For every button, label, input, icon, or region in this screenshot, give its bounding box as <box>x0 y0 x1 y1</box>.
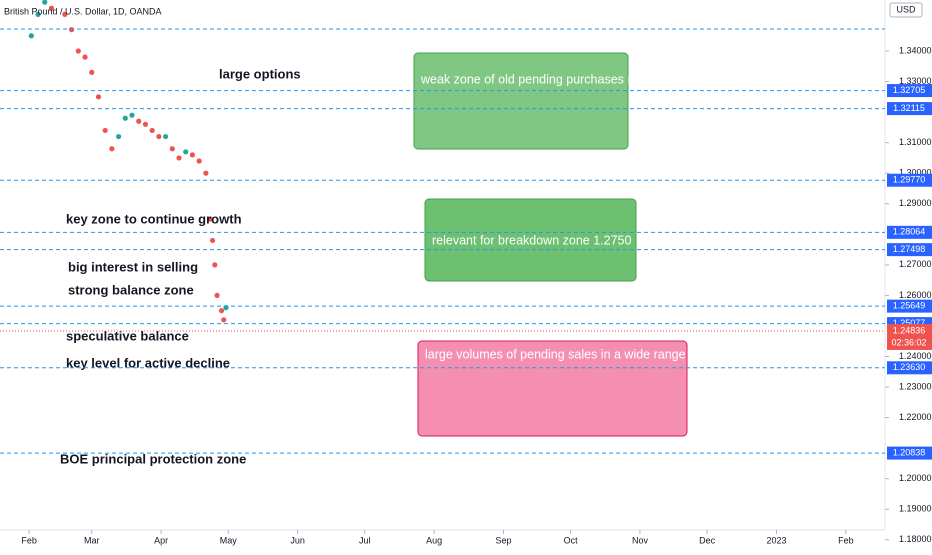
annotation: speculative balance <box>66 328 189 343</box>
level-label: 1.20838 <box>893 447 926 457</box>
price-dot <box>156 133 162 140</box>
price-dot <box>203 170 209 176</box>
level-badge <box>887 102 932 116</box>
price-label: 1.24836 <box>893 325 926 335</box>
price-dot <box>136 118 142 124</box>
x-tick-label: Apr <box>154 535 168 545</box>
level-badge <box>887 225 932 239</box>
price-dot <box>82 54 88 60</box>
x-tick-label: May <box>220 535 238 545</box>
price-dot <box>129 112 135 118</box>
level-label: 1.27498 <box>893 244 926 254</box>
level-badge <box>887 361 932 375</box>
annotation: big interest in selling <box>68 259 198 274</box>
price-dot <box>89 69 95 75</box>
zone-box <box>424 198 637 282</box>
annotation: strong balance zone <box>68 282 194 297</box>
currency-badge <box>889 2 923 18</box>
level-badge <box>887 173 932 187</box>
plot <box>28 0 229 323</box>
x-tick-label: Oct <box>564 535 579 545</box>
price-dot <box>62 11 68 17</box>
price-dot <box>69 27 75 33</box>
level-label: 1.28064 <box>893 227 926 237</box>
price-dot <box>212 262 218 268</box>
price-dot <box>149 127 155 134</box>
price-dot <box>102 127 108 134</box>
price-dot <box>115 133 122 140</box>
zone-box <box>413 52 629 150</box>
price-dot <box>221 317 227 323</box>
level-label: 1.29770 <box>893 175 926 185</box>
price-dot <box>207 216 213 222</box>
y-tick-label: 1.24000 <box>899 351 932 361</box>
price-dot <box>196 158 202 164</box>
countdown: 02:36:02 <box>891 337 926 347</box>
box-text: large volumes of pending sales in a wide… <box>425 347 686 361</box>
annotation: key zone to continue growth <box>66 211 242 226</box>
price-badge <box>887 323 932 350</box>
y-tick-label: 1.30000 <box>899 168 932 178</box>
level-badge <box>887 84 932 98</box>
y-tick-label: 1.27000 <box>899 259 932 269</box>
y-tick-label: 1.20000 <box>899 473 932 483</box>
price-dot <box>214 292 220 298</box>
price-dot <box>218 308 225 314</box>
level-label: 1.23630 <box>893 362 926 372</box>
price-dot <box>95 94 102 100</box>
price-dot <box>162 133 169 140</box>
price-dot <box>109 146 115 152</box>
annotation: large options <box>219 66 301 81</box>
x-tick-label: Jul <box>359 535 371 545</box>
price-dot <box>75 48 81 54</box>
price-dot <box>183 149 189 155</box>
x-tick-label: Feb <box>21 535 37 545</box>
zone-box <box>417 340 688 437</box>
price-dot <box>142 121 149 127</box>
y-tick-label: 1.31000 <box>899 137 932 147</box>
y-tick-label: 1.23000 <box>899 381 932 391</box>
y-tick-label: 1.29000 <box>899 198 932 208</box>
price-dot <box>42 0 48 5</box>
currency-label: USD <box>896 4 916 14</box>
annotation: BOE principal protection zone <box>60 451 246 466</box>
price-dot <box>122 115 128 121</box>
x-tick-label: Dec <box>699 535 716 545</box>
level-label: 1.32115 <box>893 103 925 113</box>
symbol-title: British Pound / U.S. Dollar, 1D, OANDA <box>4 6 162 16</box>
x-tick-label: Jun <box>290 535 305 545</box>
price-dot <box>189 152 196 158</box>
level-label: 1.32705 <box>893 85 926 95</box>
x-tick-label: Sep <box>495 535 511 545</box>
price-dot <box>35 11 41 17</box>
price-dot <box>209 237 216 244</box>
x-tick-label: Aug <box>426 535 442 545</box>
x-tick-label: Mar <box>84 535 100 545</box>
box-text: relevant for breakdown zone 1.2750 <box>432 233 631 247</box>
level-badge <box>887 446 932 460</box>
price-dot <box>169 146 175 152</box>
x-tick-label: Nov <box>632 535 649 545</box>
y-tick-label: 1.34000 <box>899 45 932 55</box>
y-tick-label: 1.26000 <box>899 290 932 300</box>
y-tick-label: 1.33000 <box>899 76 932 86</box>
x-tick-label: Feb <box>838 535 854 545</box>
annotation: key level for active decline <box>66 355 230 370</box>
y-tick-label: 1.18000 <box>899 534 932 544</box>
level-badge <box>887 243 932 257</box>
price-dot <box>48 5 55 11</box>
price-dot <box>176 155 182 161</box>
level-badge <box>887 299 932 313</box>
y-tick-label: 1.22000 <box>899 412 932 422</box>
x-tick-label: 2023 <box>766 535 786 545</box>
level-label: 1.25077 <box>893 318 926 328</box>
level-label: 1.25649 <box>893 300 926 310</box>
y-tick-label: 1.19000 <box>899 504 932 514</box>
price-dot <box>28 33 34 39</box>
box-text: weak zone of old pending purchases moves… <box>420 72 698 86</box>
